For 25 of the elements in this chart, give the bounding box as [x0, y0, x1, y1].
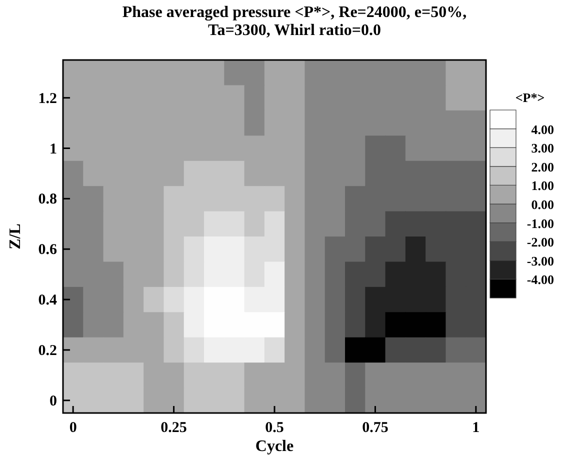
color-bar-label: -1.00: [526, 216, 554, 231]
color-bar-label: 4.00: [531, 122, 554, 137]
color-bar-label: -2.00: [526, 234, 554, 250]
y-tick-label: 1: [50, 141, 57, 158]
chart-title: Phase averaged pressure <P*>, Re=24000, e=50%, Ta=3300, Whirl ratio=0.0: [122, 4, 467, 39]
y-tick-label: 0.2: [38, 342, 57, 359]
color-bar-label: 1.00: [531, 178, 554, 194]
color-bar-label: 0.00: [531, 197, 554, 212]
y-tick-label: 0.8: [38, 192, 57, 208]
x-tick-label: 1: [472, 420, 480, 436]
color-bar-label: -4.00: [526, 272, 554, 288]
x-tick-label: 0.25: [160, 420, 187, 436]
x-tick-label: 0.5: [265, 420, 284, 436]
y-tick-label: 0.4: [38, 292, 58, 309]
y-tick-label: 1.2: [38, 90, 57, 107]
x-tick-label: 0: [69, 420, 77, 436]
y-tick-label: 0.6: [38, 242, 58, 258]
y-axis-title: Z/L: [7, 224, 24, 250]
color-bar-label: -3.00: [526, 253, 554, 268]
y-tick-label: 0: [50, 393, 57, 410]
x-tick-label: 0.75: [362, 420, 388, 436]
x-axis-title: Cycle: [255, 438, 294, 455]
color-bar-label: 3.00: [531, 140, 554, 156]
color-bar-title: <P*>: [515, 90, 545, 105]
color-bar-label: 2.00: [531, 159, 554, 174]
